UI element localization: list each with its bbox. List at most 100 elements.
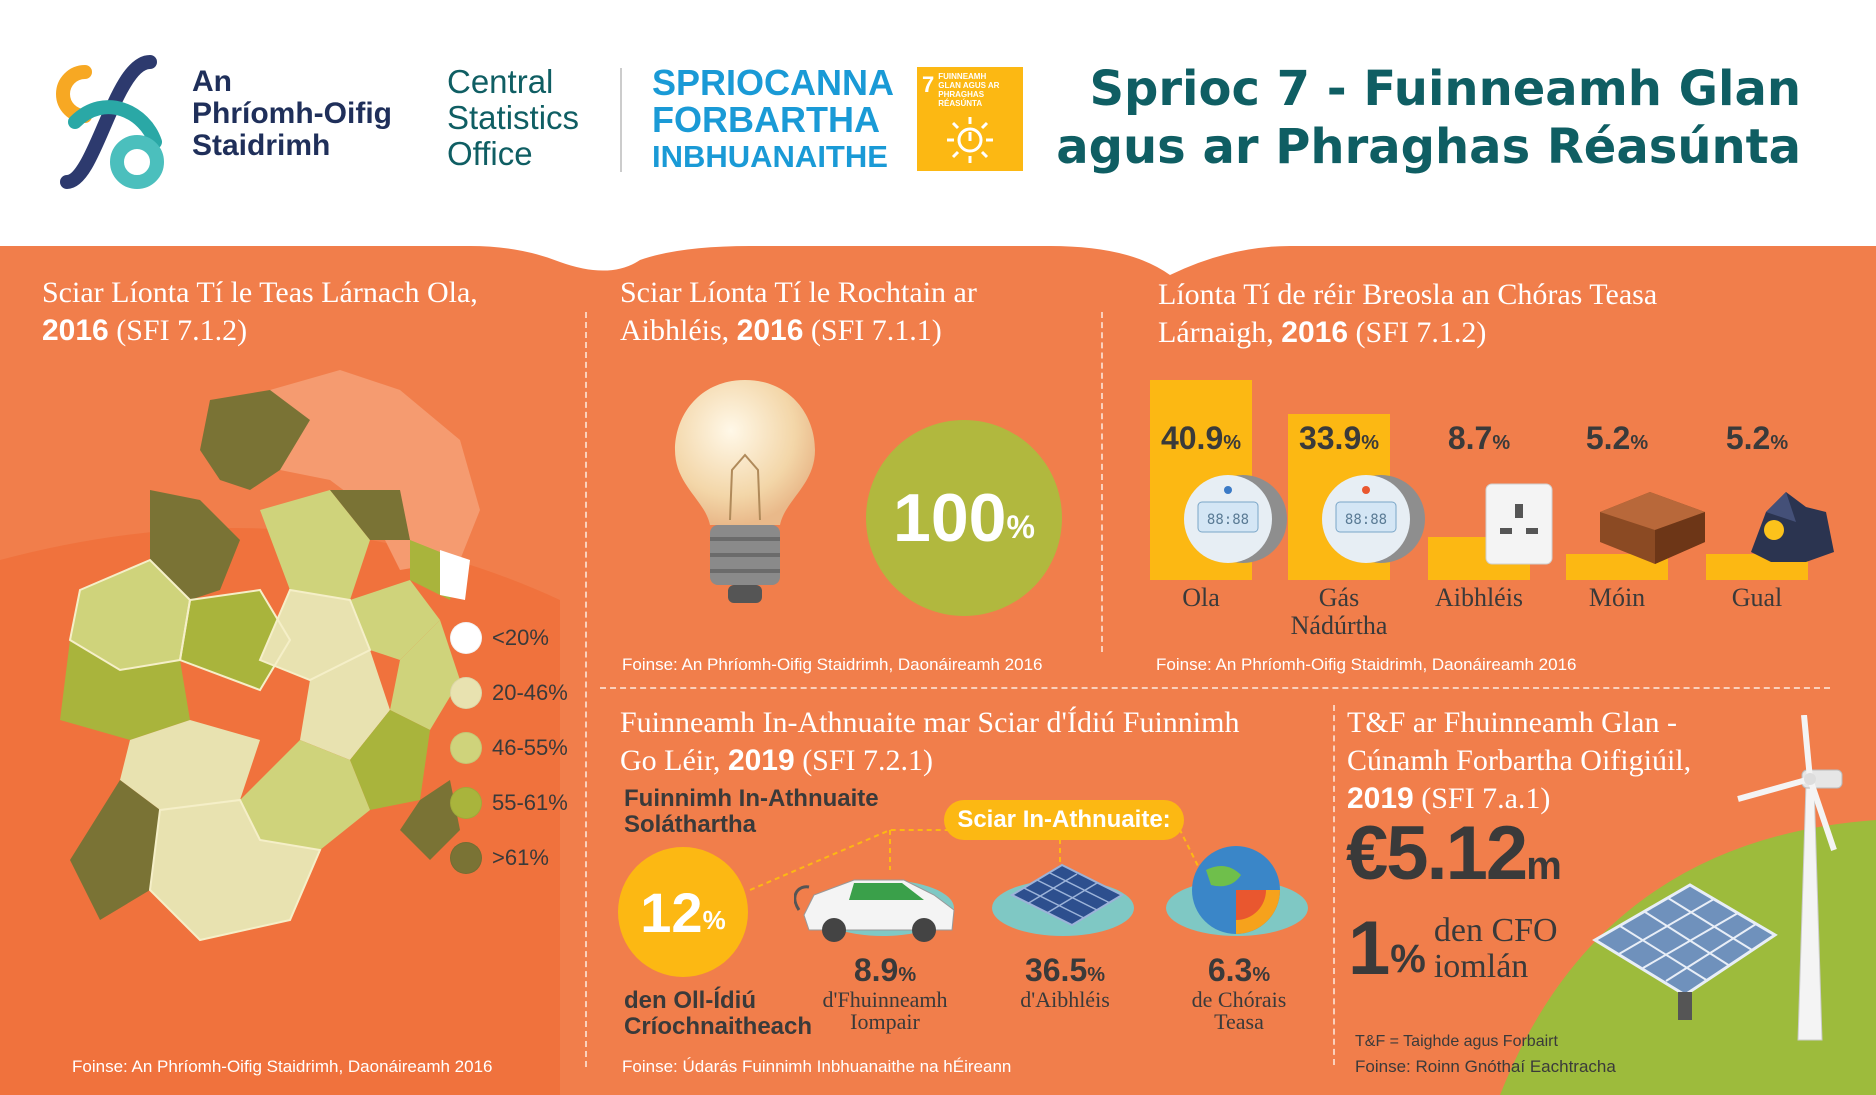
wind-turbine-icon	[1737, 715, 1843, 1041]
header: An Phríomh-Oifig Staidrimh Central Stati…	[0, 0, 1876, 245]
svg-text:88:88: 88:88	[1207, 512, 1249, 528]
rd-amount-unit: m	[1526, 844, 1562, 888]
title-text: Fuinneamh In-Athnuaite mar Sciar d'Ídiú …	[620, 706, 1240, 777]
fuel-panel-title: Líonta Tí de réir Breosla an Chóras Teas…	[1158, 276, 1778, 352]
header-divider	[620, 68, 622, 172]
legend-item: 55-61%	[450, 787, 568, 819]
cso-name-english: Central Statistics Office	[447, 64, 579, 172]
title-year: 2016	[736, 314, 804, 347]
cso-english-line: Central	[447, 63, 554, 100]
renewable-item-value: 36.5	[1024, 952, 1088, 988]
page-title-line: agus ar Phraghas Réasúnta	[1056, 119, 1801, 175]
title-year: 2016	[1281, 316, 1349, 349]
solar-panel-icon	[1009, 863, 1125, 927]
rd-pct-caption: iomlán	[1433, 947, 1529, 985]
goal-text: FUINNEAMH GLAN AGUS AR PHRAGHAS RÉASÚNTA	[938, 72, 1000, 108]
title-code: (SFI 7.1.2)	[1348, 316, 1487, 349]
fuel-source: Foinse: An Phríomh-Oifig Staidrimh, Daon…	[1156, 655, 1577, 674]
cso-english-line: Office	[447, 135, 533, 172]
oil-meter-icon: 88:88	[1184, 475, 1287, 563]
legend-item: >61%	[450, 842, 549, 874]
renewable-main-unit: %	[702, 904, 726, 935]
electricity-source: Foinse: An Phríomh-Oifig Staidrimh, Daon…	[622, 655, 1043, 674]
legend-item: 20-46%	[450, 677, 568, 709]
rd-pct-value: 1	[1348, 906, 1391, 991]
fuel-bar-chart: 88:88 88:88 40.9% 33.9% 8.7% 5.2% 5.2%	[1150, 370, 1834, 580]
legend-swatch	[450, 842, 482, 874]
renewable-item-value: 6.3	[1207, 952, 1253, 988]
electricity-unit: %	[1006, 508, 1035, 545]
goal-7-badge: 7 FUINNEAMH GLAN AGUS AR PHRAGHAS RÉASÚN…	[917, 67, 1023, 171]
coal-icon	[1751, 492, 1834, 562]
cso-irish-line: Staidrimh	[192, 129, 331, 162]
renewable-item-unit: %	[898, 964, 917, 986]
title-year: 2019	[1347, 782, 1414, 815]
solar-array-icon	[1592, 883, 1778, 1020]
renewable-main-circle: 12%	[618, 847, 748, 977]
rd-footnote: T&F = Taighde agus Forbairt	[1355, 1033, 1558, 1050]
fuel-bar-label: Gual	[1731, 583, 1783, 612]
title-text: Sciar Líonta Tí le Teas Lárnach Ola,	[42, 276, 478, 309]
share-label: Sciar In-Athnuaite:	[957, 806, 1171, 833]
renewable-item-caption: de Chórais Teasa	[1191, 987, 1287, 1034]
renewable-main-caption: den Oll-Ídiú Críochnaitheach	[624, 987, 813, 1040]
legend-item: <20%	[450, 622, 549, 654]
peat-icon	[1600, 492, 1705, 564]
rd-percentage: 1% den CFO iomlán	[1348, 905, 1558, 992]
cso-irish-line: Phríomh-Oifig	[192, 97, 392, 130]
renewable-item: 6.3% de Chórais Teasa	[1154, 952, 1324, 1033]
renewable-item: 36.5% d'Aibhléis	[980, 952, 1150, 1011]
legend-label: 55-61%	[492, 790, 568, 815]
title-text: Cúnamh Forbartha Oifigiúil,	[1347, 744, 1692, 777]
cso-english-line: Statistics	[447, 99, 580, 136]
legend-item: 46-55%	[450, 732, 568, 764]
title-code: (SFI 7.2.1)	[794, 744, 934, 777]
power-socket-icon	[1485, 483, 1553, 565]
page-title: Sprioc 7 - Fuinneamh Glan agus ar Phragh…	[981, 60, 1801, 176]
legend-swatch	[450, 787, 482, 819]
cso-name-irish: An Phríomh-Oifig Staidrimh	[192, 66, 392, 162]
earth-core-icon	[1192, 846, 1280, 934]
legend-label: <20%	[492, 625, 549, 650]
divider	[585, 312, 587, 1067]
title-text: T&F ar Fhuinneamh Glan -	[1347, 706, 1677, 739]
fuel-bar-label: Gás Nádúrtha	[1290, 583, 1388, 640]
page-title-line: Sprioc 7 - Fuinneamh Glan	[1089, 61, 1801, 117]
fuel-bar-value: 33.9%	[1298, 420, 1380, 456]
ireland-map	[60, 370, 480, 942]
renewable-share-pill: Sciar In-Athnuaite:	[944, 800, 1184, 840]
rd-amount-value: €5.12	[1346, 811, 1528, 896]
divider	[1101, 312, 1103, 652]
legend-swatch	[450, 677, 482, 709]
renewable-panel-title: Fuinneamh In-Athnuaite mar Sciar d'Ídiú …	[620, 704, 1240, 780]
renewable-source: Foinse: Údarás Fuinnimh Inbhuanaithe na …	[622, 1057, 1012, 1076]
title-code: (SFI 7.a.1)	[1413, 782, 1551, 815]
svg-text:88:88: 88:88	[1345, 512, 1387, 528]
rd-source: Foinse: Roinn Gnóthaí Eachtracha	[1355, 1057, 1616, 1076]
sdg-line: INBHUANAITHE	[652, 139, 888, 174]
fuel-bar-label: Móin	[1588, 583, 1646, 612]
rd-panel-title: T&F ar Fhuinneamh Glan - Cúnamh Forbarth…	[1347, 704, 1727, 818]
cso-irish-line: An	[192, 65, 232, 98]
light-bulb-icon	[675, 380, 815, 603]
divider	[600, 687, 1830, 689]
renewable-item-value: 8.9	[853, 952, 899, 988]
renewable-supplied-label: Fuinnimh In-Athnuaite Soláthartha	[624, 785, 879, 838]
sdg-wordmark: SPRIOCANNA FORBARTHA INBHUANAITHE	[652, 64, 894, 175]
fuel-bar-value: 5.2%	[1725, 420, 1789, 456]
legend-label: >61%	[492, 845, 549, 870]
fuel-bar-label: Ola	[1182, 583, 1220, 612]
electric-car-icon	[794, 879, 955, 942]
divider	[1333, 705, 1335, 1065]
title-code: (SFI 7.1.1)	[803, 314, 942, 347]
renewable-item-caption: d'Aibhléis	[1020, 987, 1110, 1012]
legend-swatch	[450, 622, 482, 654]
legend-label: 20-46%	[492, 680, 568, 705]
title-text: Líonta Tí de réir Breosla an Chóras Teas…	[1158, 278, 1658, 349]
fuel-bar-value: 8.7%	[1447, 420, 1511, 456]
electricity-value: 100	[893, 480, 1007, 556]
goal-number: 7	[922, 72, 935, 97]
cso-logo	[56, 55, 164, 189]
fuel-bar-label: Aibhléis	[1434, 583, 1524, 612]
legend-swatch	[450, 732, 482, 764]
